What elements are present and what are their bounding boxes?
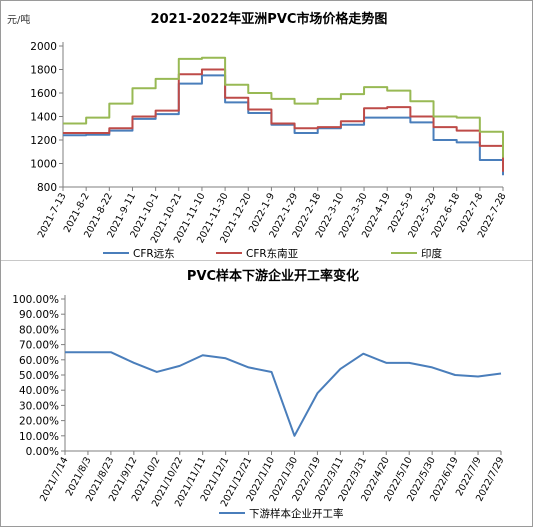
utilization-rate-chart: PVC样本下游企业开工率变化 0.00% 10.00% 20.00% 30.00% 40.… bbox=[12, 268, 506, 520]
y-tick-label: 2000 bbox=[30, 41, 57, 53]
y-tick-label: 1600 bbox=[30, 88, 57, 100]
y-tick-label: 1400 bbox=[30, 112, 57, 124]
y-axis-unit-label: 元/吨 bbox=[7, 13, 30, 26]
y-tick-label: 80.00% bbox=[19, 324, 59, 336]
y-tick-label: 20.00% bbox=[19, 416, 59, 428]
chart-title: PVC样本下游企业开工率变化 bbox=[187, 268, 359, 284]
legend-label-1: 下游样本企业开工率 bbox=[249, 507, 344, 520]
y-tick-label: 0.00% bbox=[26, 446, 59, 458]
legend-label-2: CFR东南亚 bbox=[246, 247, 299, 260]
y-tick-label: 1200 bbox=[30, 135, 57, 147]
y-tick-label: 30.00% bbox=[19, 400, 59, 412]
price-trend-chart: 2021-2022年亚洲PVC市场价格走势图 元/吨 800 1000 1200 1400… bbox=[7, 11, 509, 260]
x-tick-label: 2021/7/14 bbox=[38, 455, 71, 503]
chart-title: 2021-2022年亚洲PVC市场价格走势图 bbox=[151, 11, 388, 27]
y-tick-label: 1800 bbox=[30, 65, 57, 77]
legend-label-1: CFR远东 bbox=[133, 247, 175, 260]
series-line-1 bbox=[65, 351, 502, 437]
x-tick-label: 2021-7-13 bbox=[36, 191, 69, 240]
y-tick-label: 70.00% bbox=[19, 340, 59, 352]
legend-label-3: 印度 bbox=[421, 247, 442, 260]
y-tick-label: 60.00% bbox=[19, 355, 59, 367]
series-line-2 bbox=[63, 68, 504, 172]
series-line-3 bbox=[63, 56, 504, 158]
y-tick-label: 90.00% bbox=[19, 309, 59, 321]
y-tick-label: 40.00% bbox=[19, 385, 59, 397]
y-tick-label: 1000 bbox=[30, 159, 57, 171]
series-line-1 bbox=[63, 74, 504, 176]
y-tick-label: 100.00% bbox=[12, 294, 59, 306]
chart-divider bbox=[1, 260, 532, 261]
y-tick-label: 10.00% bbox=[19, 431, 59, 443]
y-tick-label: 50.00% bbox=[19, 370, 59, 382]
y-tick-label: 800 bbox=[37, 182, 57, 194]
